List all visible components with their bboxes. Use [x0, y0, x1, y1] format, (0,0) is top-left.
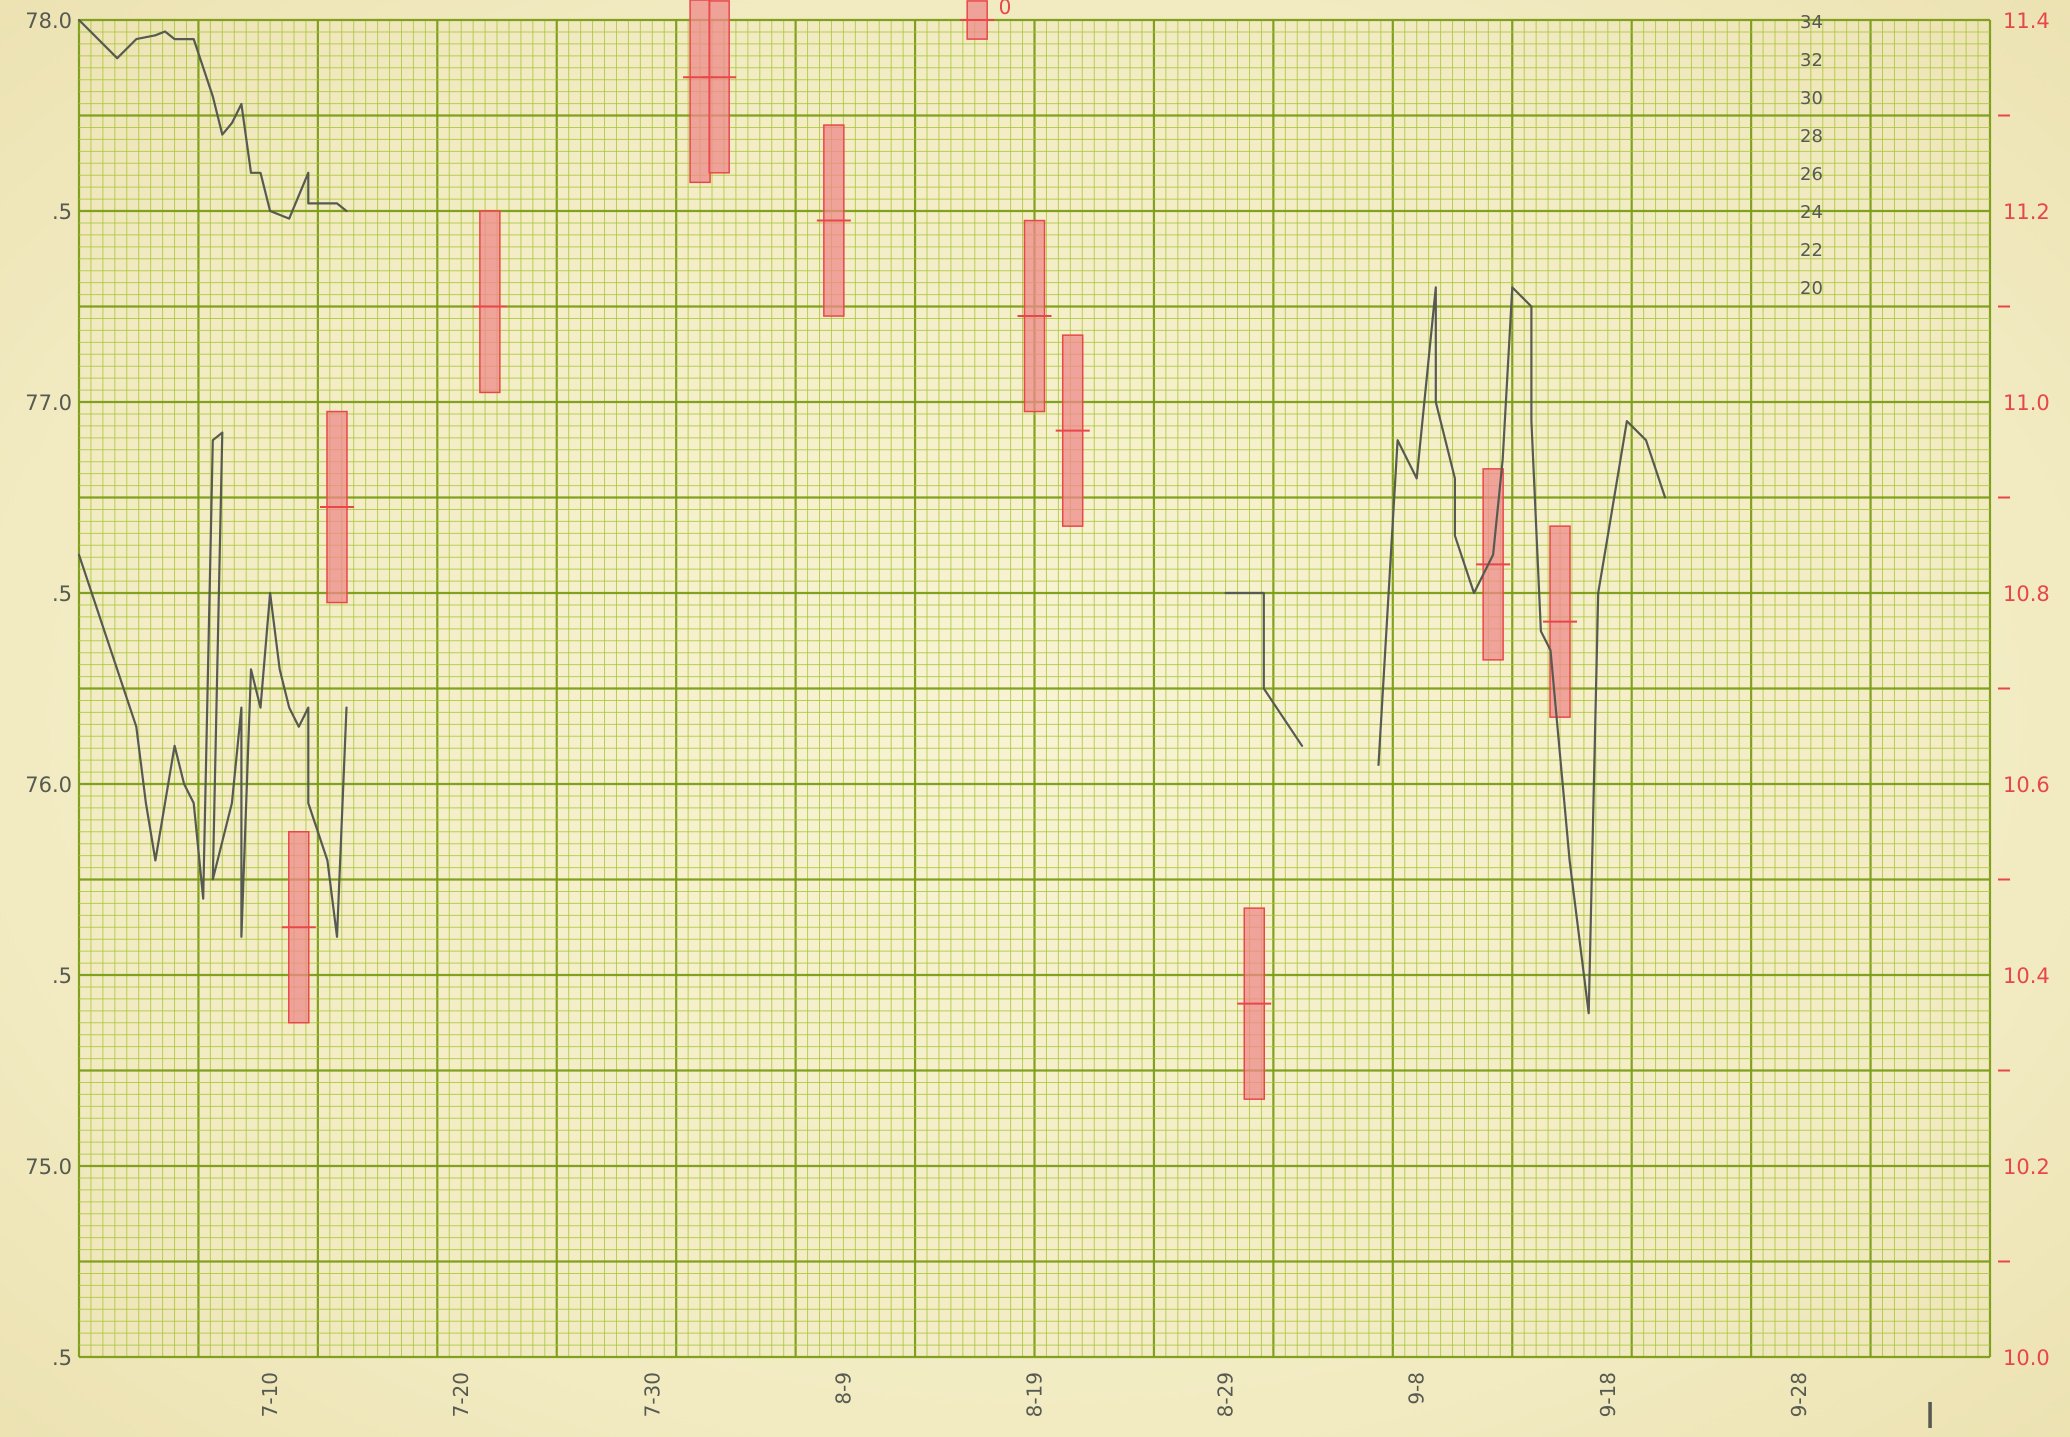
- pencil-line-segment: [1224, 591, 1304, 747]
- pencil-line-series: [77, 18, 1667, 1015]
- right-axis-tick-label: 10.0: [2003, 1346, 2050, 1370]
- inner-scale-label: 30: [1800, 88, 1823, 109]
- left-axis-tick-label: 75.0: [25, 1155, 72, 1179]
- left-axis-tick-label: .5: [52, 964, 72, 988]
- graph-grid: [77, 18, 1992, 1359]
- top-red-annotation: 0: [999, 0, 1012, 19]
- red-range-bars: [281, 0, 1578, 1100]
- left-axis-tick-label: 78.0: [25, 9, 72, 33]
- red-range-bar: [689, 0, 711, 184]
- x-axis-date-label: 9-28: [1787, 1372, 1811, 1417]
- inner-scale-label: 20: [1800, 278, 1823, 299]
- pencil-line-segment: [1377, 286, 1667, 1015]
- right-axis-tick-label: 10.6: [2003, 773, 2050, 797]
- red-range-bar: [479, 210, 501, 394]
- axis-labels: .5 75.0 .5 76.0 .5 77.0 .5 78.0 10.0 10.2 10.4 10.6…: [25, 0, 2050, 1437]
- right-axis-tick-label: 11.4: [2003, 9, 2050, 33]
- left-axis-tick-label: .5: [52, 582, 72, 606]
- left-axis-tick-label: .5: [52, 200, 72, 224]
- inner-scale-label: 24: [1800, 202, 1823, 223]
- pencil-line-segment: [77, 431, 348, 938]
- right-axis-tick-label: 10.4: [2003, 964, 2050, 988]
- left-axis-tick-label: 76.0: [25, 773, 72, 797]
- inner-scale-label: 32: [1800, 50, 1823, 71]
- right-axis-tick-label: 10.2: [2003, 1155, 2050, 1179]
- red-range-bar: [708, 0, 730, 174]
- left-axis-tick-label: 77.0: [25, 391, 72, 415]
- x-axis-date-label: 7-30: [640, 1372, 664, 1417]
- left-axis-tick-label: .5: [52, 1346, 72, 1370]
- x-axis-date-label: 8-19: [1023, 1372, 1047, 1417]
- right-axis-tick-label: 11.0: [2003, 391, 2050, 415]
- inner-scale-label: 26: [1800, 164, 1823, 185]
- x-axis-date-label: 8-9: [831, 1372, 855, 1405]
- inner-scale-label: 34: [1800, 12, 1823, 33]
- x-axis-date-label: 9-8: [1405, 1372, 1429, 1405]
- x-axis-date-label: 9-18: [1596, 1372, 1620, 1417]
- x-axis-date-label: 8-29: [1214, 1372, 1238, 1417]
- inner-scale-label: 22: [1800, 240, 1823, 261]
- inner-scale-label: 28: [1800, 126, 1823, 147]
- corner-mark: I: [1925, 1396, 1936, 1437]
- right-axis-tick-label: 10.8: [2003, 582, 2050, 606]
- pencil-line-segment: [77, 18, 348, 220]
- right-axis-tick-label: 11.2: [2003, 200, 2050, 224]
- x-axis-date-label: 7-10: [258, 1372, 282, 1417]
- x-axis-date-label: 7-20: [449, 1372, 473, 1417]
